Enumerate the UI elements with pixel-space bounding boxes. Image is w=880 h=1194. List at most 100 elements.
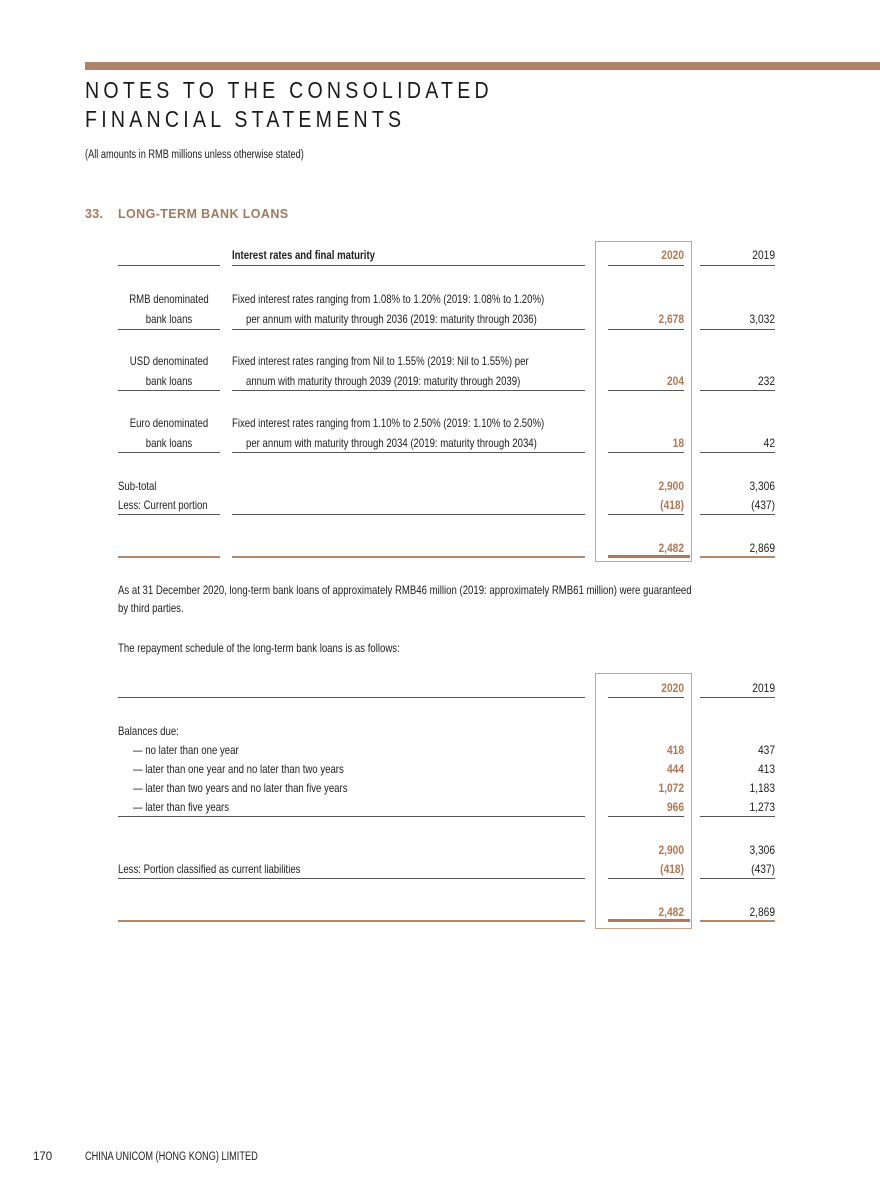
row-value-2019: 1,183 <box>749 781 775 795</box>
row-rule <box>700 329 775 330</box>
less-rule <box>700 514 775 515</box>
footer-company-name: CHINA UNICOM (HONG KONG) LIMITED <box>85 1151 258 1163</box>
row-value-2019: 1,273 <box>749 800 775 814</box>
row-rule <box>608 329 684 330</box>
less-label: Less: Portion classified as current liab… <box>118 862 301 876</box>
row-label: — no later than one year <box>133 743 239 757</box>
loans-table: Interest rates and final maturity 2020 2… <box>0 240 880 570</box>
row-value-2020: 1,072 <box>658 781 684 795</box>
row-rule <box>232 329 585 330</box>
row-desc: Fixed interest rates ranging from Nil to… <box>232 354 529 368</box>
group-rule-2020 <box>608 816 684 817</box>
header-rule-label-col <box>118 265 220 266</box>
row-desc: per annum with maturity through 2034 (20… <box>246 436 537 450</box>
subtotal-2019: 3,306 <box>749 479 775 493</box>
less-2020: (418) <box>660 862 684 876</box>
row-rule <box>700 452 775 453</box>
less-rule-left <box>118 878 585 879</box>
row-label: bank loans <box>145 312 193 326</box>
row-rule <box>232 452 585 453</box>
page-subtitle: (All amounts in RMB millions unless othe… <box>85 149 304 161</box>
row-rule <box>608 390 684 391</box>
repay-col-2020: 2020 <box>661 681 684 695</box>
total-rule-2020 <box>608 919 690 922</box>
row-value-2020: 204 <box>666 374 684 388</box>
row-label: bank loans <box>145 436 193 450</box>
header-rule-desc-col <box>232 265 585 266</box>
total-2020: 2,482 <box>658 541 684 555</box>
less-2020: (418) <box>660 498 684 512</box>
row-rule <box>232 390 585 391</box>
subtotal-2020: 2,900 <box>658 479 684 493</box>
page-number: 170 <box>33 1151 53 1163</box>
less-rule <box>232 514 585 515</box>
section-number: 33. <box>85 207 104 221</box>
header-rule-2020-col <box>608 265 684 266</box>
less-rule-2019 <box>700 878 775 879</box>
row-desc: annum with maturity through 2039 (2019: … <box>246 374 521 388</box>
section-title: LONG-TERM BANK LOANS <box>118 207 289 221</box>
subtotal-2019: 3,306 <box>749 843 775 857</box>
row-value-2019: 232 <box>757 374 775 388</box>
subtotal-label: Sub-total <box>118 479 157 493</box>
current-year-column-box <box>595 241 692 562</box>
row-label: — later than one year and no later than … <box>133 762 344 776</box>
loans-col-2020: 2020 <box>661 248 684 262</box>
total-rule-2020 <box>608 555 690 558</box>
row-value-2020: 966 <box>666 800 684 814</box>
total-rule-2019 <box>700 920 775 922</box>
less-2019: (437) <box>751 498 775 512</box>
page-title: NOTES TO THE CONSOLIDATED FINANCIAL STAT… <box>85 76 565 134</box>
repay-col-2019: 2019 <box>752 681 775 695</box>
guarantee-paragraph-line1: As at 31 December 2020, long-term bank l… <box>118 583 692 597</box>
row-value-2019: 3,032 <box>749 312 775 326</box>
less-label: Less: Current portion <box>118 498 208 512</box>
repayment-table: 2020 2019 Balances due: — no later than … <box>0 672 880 932</box>
less-2019: (437) <box>751 862 775 876</box>
less-rule <box>118 514 220 515</box>
row-value-2019: 437 <box>757 743 775 757</box>
row-label: USD denominated <box>129 354 209 368</box>
row-rule <box>118 452 220 453</box>
subtotal-2020: 2,900 <box>658 843 684 857</box>
header-rule-2020-col <box>608 697 684 698</box>
repayment-intro: The repayment schedule of the long-term … <box>118 641 400 655</box>
row-desc: Fixed interest rates ranging from 1.10% … <box>232 416 545 430</box>
total-2019: 2,869 <box>749 905 775 919</box>
accent-bar <box>85 62 880 70</box>
current-year-column-box <box>595 673 692 929</box>
row-desc: per annum with maturity through 2036 (20… <box>246 312 537 326</box>
less-rule <box>608 514 684 515</box>
row-value-2019: 413 <box>757 762 775 776</box>
total-rule-2019 <box>700 556 775 558</box>
row-rule <box>118 390 220 391</box>
row-value-2020: 418 <box>666 743 684 757</box>
total-rule-left <box>118 920 585 922</box>
total-rule <box>232 556 585 558</box>
page-title-line2: FINANCIAL STATEMENTS <box>85 106 406 132</box>
row-label: RMB denominated <box>129 292 209 306</box>
loans-col-desc: Interest rates and final maturity <box>232 248 375 262</box>
header-rule-2019-col <box>700 265 775 266</box>
guarantee-paragraph-line2: by third parties. <box>118 601 184 615</box>
row-label: — later than two years and no later than… <box>133 781 348 795</box>
group-rule-2019 <box>700 816 775 817</box>
header-rule-left <box>118 697 585 698</box>
row-rule <box>608 452 684 453</box>
loans-col-2019: 2019 <box>752 248 775 262</box>
group-rule-left <box>118 816 585 817</box>
row-desc: Fixed interest rates ranging from 1.08% … <box>232 292 545 306</box>
row-value-2020: 444 <box>666 762 684 776</box>
total-2019: 2,869 <box>749 541 775 555</box>
balances-due-label: Balances due: <box>118 724 179 738</box>
row-value-2020: 2,678 <box>658 312 684 326</box>
header-rule-2019-col <box>700 697 775 698</box>
row-rule <box>700 390 775 391</box>
row-label: Euro denominated <box>129 416 209 430</box>
less-rule-2020 <box>608 878 684 879</box>
row-label: — later than five years <box>133 800 230 814</box>
page-title-line1: NOTES TO THE CONSOLIDATED <box>85 77 493 103</box>
total-2020: 2,482 <box>658 905 684 919</box>
row-value-2020: 18 <box>672 436 684 450</box>
